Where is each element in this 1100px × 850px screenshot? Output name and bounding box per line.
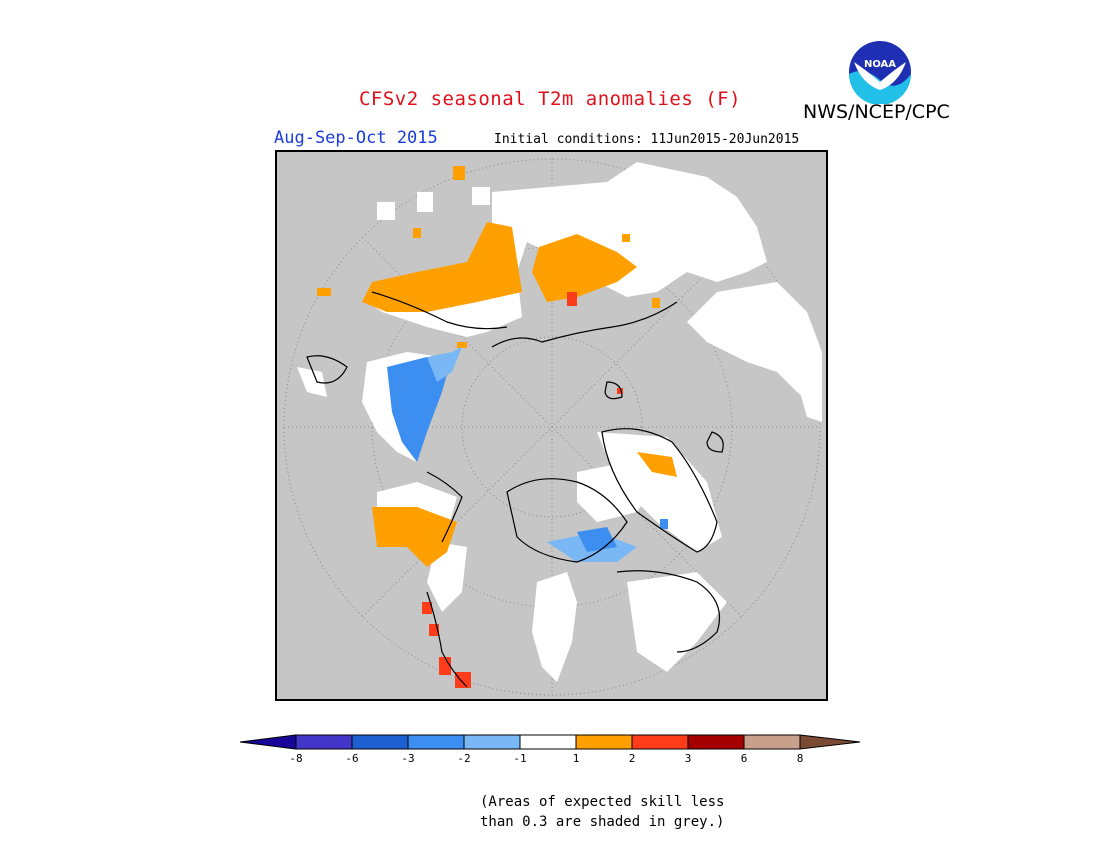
organization-label: NWS/NCEP/CPC	[803, 101, 950, 123]
polar-map	[275, 150, 828, 701]
legend-tick: 2	[628, 752, 636, 765]
skill-note-line: (Areas of expected skill less	[480, 794, 725, 810]
cool-anomaly-areas	[387, 347, 668, 562]
skill-note: (Areas of expected skill less than 0.3 a…	[480, 792, 724, 832]
legend-tick: -6	[345, 752, 359, 765]
skill-note-line: than 0.3 are shaded in grey.)	[480, 814, 725, 830]
svg-text:NOAA: NOAA	[864, 59, 896, 70]
warm-anomaly-areas	[317, 166, 677, 567]
season-label: Aug-Sep-Oct 2015	[274, 128, 438, 148]
color-legend	[238, 733, 862, 757]
legend-tick: 3	[684, 752, 692, 765]
initial-conditions-label: Initial conditions: 11Jun2015-20Jun2015	[494, 132, 800, 147]
graticule	[283, 158, 821, 696]
legend-tick: 1	[572, 752, 580, 765]
legend-tick: 8	[796, 752, 804, 765]
map-title: CFSv2 seasonal T2m anomalies (F)	[358, 88, 742, 110]
legend-tick: -8	[289, 752, 303, 765]
noaa-logo: NOAA	[848, 40, 912, 105]
legend-tick: -1	[513, 752, 527, 765]
strong-warm-anomaly-areas	[422, 292, 623, 688]
coastlines	[306, 291, 724, 688]
legend-tick: -3	[401, 752, 415, 765]
legend-tick: 6	[740, 752, 748, 765]
legend-tick: -2	[457, 752, 471, 765]
